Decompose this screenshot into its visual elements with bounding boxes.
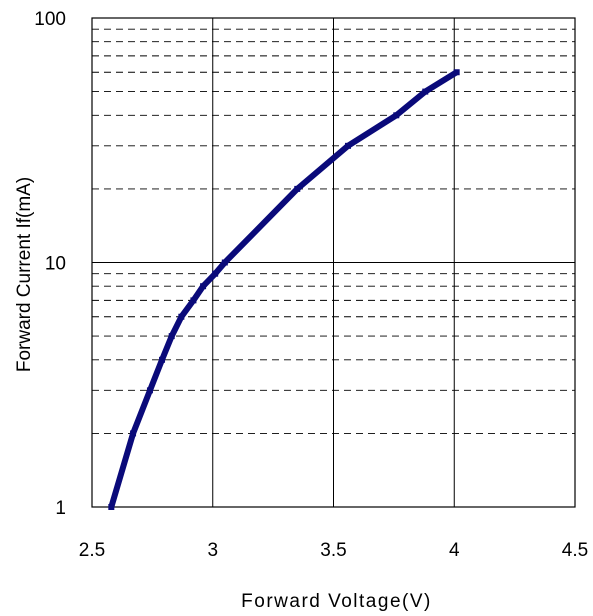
data-point [393,112,400,119]
y-tick-label: 1 [55,498,66,519]
x-tick-label: 3.5 [320,540,346,561]
data-point [178,313,185,320]
x-tick-labels: 2.5 3 3.5 4 4.5 [79,540,588,561]
x-tick-label: 2.5 [79,540,105,561]
plot-frame [91,17,576,508]
data-point [168,333,175,340]
series-layer [108,69,460,510]
y-tick-labels: 1 10 100 [34,9,66,519]
data-point [146,387,153,394]
x-tick-label: 4 [449,540,460,561]
data-point [190,297,197,304]
data-point [159,356,166,363]
y-axis-label: Forward Current If(mA) [14,177,35,372]
y-tick-label: 10 [45,254,66,275]
x-axis-label: Forward Voltage(V) [241,591,432,612]
data-point [344,142,351,149]
data-point [453,69,460,76]
data-point [108,504,115,510]
data-point [212,270,219,277]
x-tick-label: 3 [207,540,218,561]
x-tick-label: 4.5 [562,540,588,561]
data-point [221,259,228,266]
data-point [200,283,207,290]
y-tick-label: 100 [34,9,66,30]
data-point [422,88,429,95]
data-point [294,185,301,192]
data-point [130,430,137,437]
